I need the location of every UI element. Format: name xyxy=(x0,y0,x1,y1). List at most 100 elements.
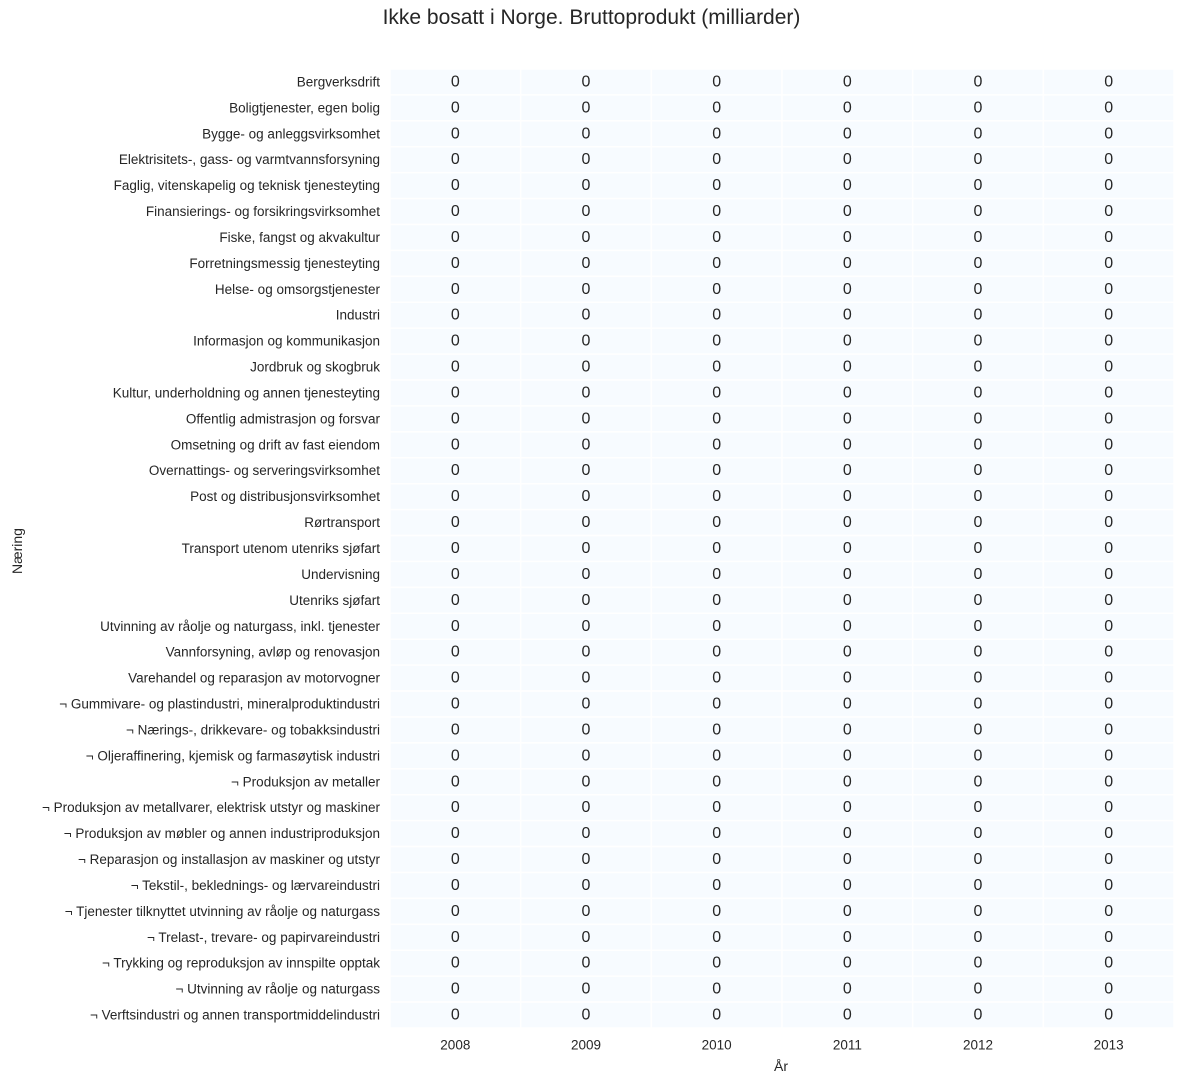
cell-value-label: 0 xyxy=(843,125,852,142)
heatmap-cell xyxy=(781,975,914,1003)
cell-value-label: 0 xyxy=(1104,903,1113,920)
heatmap-cell xyxy=(389,638,522,666)
cell-value-label: 0 xyxy=(843,566,852,583)
y-tick-label: Faglig, vitenskapelig og teknisk tjenest… xyxy=(114,178,380,193)
cell-value-label: 0 xyxy=(712,1007,721,1024)
heatmap-cell xyxy=(1042,120,1175,148)
heatmap-cell xyxy=(389,690,522,718)
x-tick-label: 2009 xyxy=(571,1038,601,1053)
cell-value-label: 0 xyxy=(451,540,460,557)
cell-value-label: 0 xyxy=(451,462,460,479)
cell-value-label: 0 xyxy=(974,281,983,298)
heatmap-cell xyxy=(650,379,783,407)
cell-value-label: 0 xyxy=(582,255,591,272)
y-tick-label: ¬ Reparasjon og installasjon av maskiner… xyxy=(78,852,381,867)
y-tick-label: ¬ Oljeraffinering, kjemisk og farmasøyti… xyxy=(86,748,380,763)
heatmap-cell xyxy=(781,353,914,381)
cell-value-label: 0 xyxy=(582,566,591,583)
heatmap-cell xyxy=(389,405,522,433)
cell-value-label: 0 xyxy=(843,177,852,194)
cell-value-label: 0 xyxy=(974,488,983,505)
cell-value-label: 0 xyxy=(974,825,983,842)
cell-value-label: 0 xyxy=(1104,851,1113,868)
heatmap-cell xyxy=(389,560,522,589)
cell-value-label: 0 xyxy=(1104,1007,1113,1024)
cell-value-label: 0 xyxy=(974,177,983,194)
heatmap-cell xyxy=(781,897,914,926)
cell-value-label: 0 xyxy=(1104,488,1113,505)
cell-value-label: 0 xyxy=(712,903,721,920)
cell-value-label: 0 xyxy=(582,359,591,376)
heatmap-cell xyxy=(1042,482,1175,511)
heatmap-cell xyxy=(781,871,914,900)
heatmap-cell xyxy=(1042,327,1175,355)
heatmap-cell xyxy=(781,223,914,252)
cell-value-label: 0 xyxy=(974,333,983,350)
cell-value-label: 0 xyxy=(843,255,852,272)
heatmap-cell xyxy=(389,508,522,537)
cell-value-label: 0 xyxy=(712,203,721,220)
heatmap-cell xyxy=(911,923,1045,951)
cell-value-label: 0 xyxy=(712,462,721,479)
cell-value-label: 0 xyxy=(712,592,721,609)
cell-value-label: 0 xyxy=(843,410,852,427)
heatmap-cell xyxy=(781,1001,914,1029)
cell-value-label: 0 xyxy=(974,981,983,998)
cell-value-label: 0 xyxy=(712,955,721,972)
heatmap-cell xyxy=(1042,94,1175,122)
cell-value-label: 0 xyxy=(843,851,852,868)
cell-value-label: 0 xyxy=(582,540,591,557)
cell-value-label: 0 xyxy=(582,670,591,687)
heatmap-cell xyxy=(911,949,1045,977)
cell-value-label: 0 xyxy=(974,514,983,531)
y-tick-label: Overnattings- og serveringsvirksomhet xyxy=(149,463,380,478)
cell-value-label: 0 xyxy=(1104,566,1113,583)
cell-value-label: 0 xyxy=(974,359,983,376)
y-tick-label: ¬ Utvinning av råolje og naturgass xyxy=(176,982,381,997)
cell-value-label: 0 xyxy=(451,514,460,531)
heatmap-cell xyxy=(519,819,653,848)
cell-value-label: 0 xyxy=(712,825,721,842)
cell-value-label: 0 xyxy=(451,851,460,868)
cell-value-label: 0 xyxy=(1104,514,1113,531)
heatmap-cell xyxy=(911,275,1045,304)
heatmap-cell xyxy=(911,768,1045,796)
heatmap-cell xyxy=(650,457,783,485)
cell-value-label: 0 xyxy=(582,929,591,946)
x-tick-label: 2013 xyxy=(1094,1038,1124,1053)
cell-value-label: 0 xyxy=(712,540,721,557)
cell-value-label: 0 xyxy=(843,99,852,116)
cell-value-label: 0 xyxy=(1104,929,1113,946)
heatmap-cell xyxy=(389,664,522,692)
cell-value-label: 0 xyxy=(451,151,460,168)
cell-value-label: 0 xyxy=(974,670,983,687)
cell-value-label: 0 xyxy=(974,566,983,583)
heatmap-cell xyxy=(781,664,914,692)
cell-value-label: 0 xyxy=(451,644,460,661)
heatmap-cell xyxy=(1042,638,1175,666)
heatmap-cell xyxy=(650,612,783,640)
cell-value-label: 0 xyxy=(843,747,852,764)
cell-value-label: 0 xyxy=(843,540,852,557)
heatmap-cell xyxy=(911,301,1045,329)
cell-value-label: 0 xyxy=(582,307,591,324)
heatmap-cell xyxy=(1042,275,1175,304)
heatmap-cell xyxy=(1042,146,1175,174)
cell-value-label: 0 xyxy=(712,747,721,764)
cell-value-label: 0 xyxy=(974,644,983,661)
cell-value-label: 0 xyxy=(712,73,721,90)
y-tick-label: Industri xyxy=(336,308,380,323)
heatmap-cell xyxy=(650,327,783,355)
cell-value-label: 0 xyxy=(1104,255,1113,272)
cell-value-label: 0 xyxy=(712,799,721,816)
y-tick-label: Boligtjenester, egen bolig xyxy=(229,100,380,115)
cell-value-label: 0 xyxy=(974,384,983,401)
y-tick-label: ¬ Verftsindustri og annen transportmidde… xyxy=(90,1008,380,1023)
cell-value-label: 0 xyxy=(712,877,721,894)
heatmap-cell xyxy=(781,923,914,951)
heatmap-cell xyxy=(389,482,522,511)
cell-value-label: 0 xyxy=(974,592,983,609)
cell-value-label: 0 xyxy=(451,99,460,116)
cell-value-label: 0 xyxy=(1104,618,1113,635)
heatmap-cell xyxy=(781,716,914,744)
